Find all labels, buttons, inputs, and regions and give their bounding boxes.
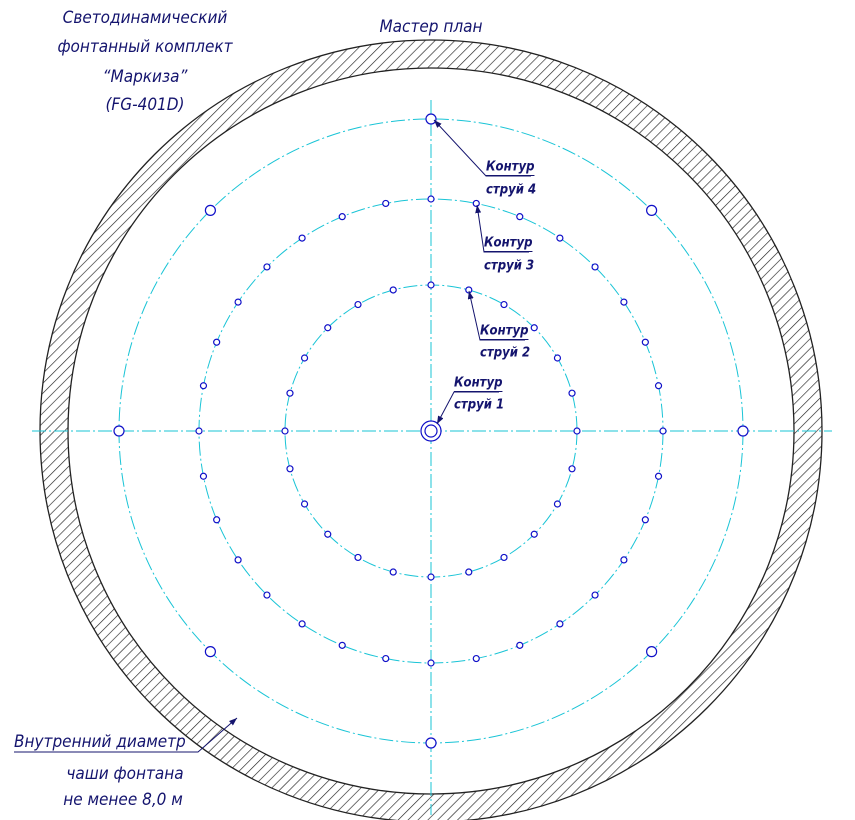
- jet: [568, 465, 576, 473]
- jet: [465, 568, 473, 576]
- jet: [553, 354, 562, 362]
- jet: [646, 204, 658, 216]
- leader: [467, 290, 525, 341]
- contour-name: струй 3: [484, 259, 534, 274]
- jet: [573, 427, 581, 435]
- leader: [475, 204, 529, 253]
- jet: [300, 354, 309, 362]
- leader: [14, 717, 238, 753]
- jet: [204, 204, 216, 216]
- jet: [516, 641, 524, 649]
- jet: [500, 553, 508, 562]
- jet: [620, 298, 628, 306]
- jet: [620, 556, 628, 564]
- jet: [286, 465, 294, 473]
- jet: [472, 654, 480, 663]
- note-line: не менее 8,0 м: [63, 790, 183, 810]
- contour-word: Контур: [454, 376, 502, 391]
- jet: [199, 472, 208, 480]
- contour-word: Контур: [484, 236, 532, 251]
- title-line: “Маркиза”: [103, 67, 189, 87]
- jet: [427, 195, 435, 203]
- jet: [113, 425, 125, 437]
- jet: [382, 199, 390, 208]
- jet: [234, 556, 242, 564]
- jet: [389, 568, 397, 576]
- jet: [389, 286, 397, 294]
- jet: [500, 300, 508, 309]
- contour-name: струй 1: [454, 398, 504, 413]
- title-line: (FG-401D): [105, 95, 184, 115]
- plan-title: Мастер план: [379, 17, 482, 37]
- jet: [195, 427, 203, 435]
- leader: [433, 119, 531, 177]
- contour-word: Контур: [480, 324, 528, 339]
- jet: [568, 389, 576, 397]
- contour-word: Контур: [486, 160, 534, 175]
- leader: [436, 391, 499, 425]
- jet: [654, 382, 663, 390]
- jet: [338, 641, 346, 649]
- jet: [199, 382, 208, 390]
- jet: [286, 389, 294, 397]
- jet: [659, 427, 667, 435]
- jets: [32, 100, 832, 815]
- jet: [427, 281, 435, 289]
- jet: [300, 500, 309, 508]
- jet: [425, 737, 437, 749]
- jet: [530, 324, 538, 332]
- jet: [556, 620, 564, 628]
- jet: [530, 530, 538, 538]
- jet: [641, 338, 649, 346]
- contour-name: струй 2: [480, 346, 530, 361]
- jet: [427, 659, 435, 667]
- title-line: фонтанный комплект: [57, 37, 233, 57]
- jet: [737, 425, 749, 437]
- jet: [213, 516, 221, 524]
- jet: [298, 620, 306, 628]
- center-jet: [424, 424, 438, 438]
- jet: [553, 500, 562, 508]
- jet: [516, 213, 524, 221]
- jet: [591, 591, 599, 599]
- jet: [427, 573, 435, 581]
- jet: [646, 646, 658, 658]
- jet: [213, 338, 221, 346]
- jet: [354, 553, 362, 562]
- jet: [472, 199, 480, 208]
- jet: [354, 300, 362, 309]
- jet: [591, 263, 599, 271]
- contour-name: струй 4: [486, 183, 536, 198]
- jet: [425, 113, 437, 125]
- jet: [263, 263, 271, 271]
- jet: [234, 298, 242, 306]
- jet: [338, 213, 346, 221]
- jet: [556, 234, 564, 242]
- note-line: Внутренний диаметр: [14, 732, 186, 752]
- note-line: чаши фонтана: [66, 764, 183, 784]
- jet: [298, 234, 306, 242]
- jet: [281, 427, 289, 435]
- jet: [204, 646, 216, 658]
- jet: [324, 530, 332, 538]
- jet: [382, 654, 390, 663]
- jet: [263, 591, 271, 599]
- jet: [324, 324, 332, 332]
- jet: [641, 516, 649, 524]
- jet: [654, 472, 663, 480]
- title-line: Светодинамический: [63, 8, 228, 28]
